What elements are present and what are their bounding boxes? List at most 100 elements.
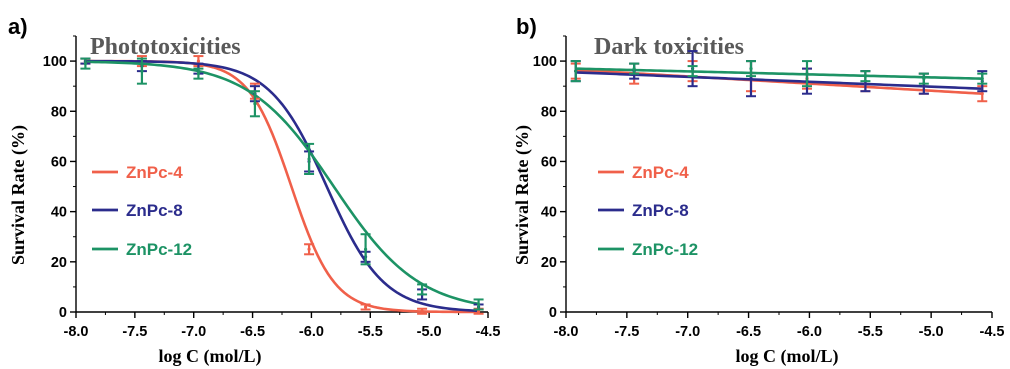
data-point — [805, 72, 809, 76]
data-point — [863, 74, 868, 78]
data-point — [196, 72, 201, 76]
fit-curve-znpc-12 — [575, 67, 983, 80]
error-bar-znpc-12 — [80, 57, 91, 70]
data-point — [980, 77, 984, 81]
y-tick-label: 80 — [541, 104, 557, 120]
error-bar-znpc-12 — [801, 60, 812, 88]
legend-item-znpc-8: ZnPc-8 — [598, 201, 689, 220]
legend-item-znpc-8: ZnPc-8 — [92, 201, 183, 220]
fit-curve-znpc-4 — [85, 59, 479, 314]
legend-item-znpc-4: ZnPc-4 — [598, 163, 689, 182]
error-bar-znpc-12 — [360, 233, 371, 266]
legend-label: ZnPc-4 — [126, 163, 183, 182]
error-bar-znpc-12 — [570, 60, 581, 83]
x-tick-label: -6.5 — [736, 324, 761, 340]
data-point — [690, 69, 695, 73]
legend-item-znpc-12: ZnPc-12 — [598, 240, 698, 259]
fit-curve-znpc-8 — [85, 59, 479, 313]
y-tick-label: 100 — [43, 54, 67, 70]
error-bar-znpc-12 — [977, 72, 988, 85]
y-tick-label: 20 — [541, 255, 557, 271]
y-tick-label: 80 — [51, 104, 67, 120]
error-bar-znpc-12 — [136, 57, 147, 85]
error-bar-znpc-12 — [193, 67, 204, 80]
y-tick-label: 40 — [541, 205, 557, 221]
data-point — [632, 67, 636, 71]
data-point — [307, 157, 311, 161]
error-bar-znpc-12 — [473, 298, 484, 311]
error-bar-znpc-4 — [360, 303, 371, 311]
fit-curve-znpc-8 — [575, 71, 983, 90]
x-tick-label: -7.5 — [122, 324, 147, 340]
data-point — [476, 302, 481, 307]
data-point — [420, 309, 424, 313]
fit-curve-znpc-12 — [85, 60, 479, 306]
data-point — [980, 92, 984, 96]
legend-label: ZnPc-12 — [632, 240, 698, 259]
x-tick-label: -5.5 — [358, 324, 383, 340]
error-bar-znpc-12 — [417, 283, 428, 296]
data-point — [420, 287, 424, 292]
legend-label: ZnPc-8 — [126, 201, 183, 220]
ticks-b: 0 20 40 60 80 100 -8.0 -7.5 -7.0 -6.5 -6.0 -5.5 -5.0… — [533, 35, 1005, 340]
x-tick-label: -7.0 — [675, 324, 700, 340]
error-bar-znpc-12 — [860, 70, 871, 83]
x-tick-label: -5.0 — [919, 324, 944, 340]
y-axis-title-b: Survival Rate (%) — [512, 125, 533, 265]
legend-item-znpc-12: ZnPc-12 — [92, 240, 192, 259]
legend-b: ZnPc-4 ZnPc-8 ZnPc-12 — [598, 163, 698, 259]
chart-title-a: Phototoxicities — [90, 34, 241, 60]
y-tick-label: 0 — [549, 305, 557, 321]
x-tick-label: -4.5 — [980, 324, 1005, 340]
error-bars-b — [570, 50, 988, 103]
legend-label: ZnPc-4 — [632, 163, 689, 182]
y-tick-label: 0 — [59, 305, 67, 321]
fit-curves-a — [85, 59, 479, 314]
data-point — [307, 247, 311, 251]
ticks-a: 0 20 40 60 80 100 -8.0 -7.5 -7.0 -6.5 -6.0 -5.5 -5.0… — [43, 35, 501, 340]
y-axis-title-a: Survival Rate (%) — [8, 125, 29, 265]
error-bars-a — [80, 55, 484, 315]
x-axis-title-b: log C (mol/L) — [736, 346, 839, 367]
y-tick-label: 40 — [51, 205, 67, 221]
chart-title-b: Dark toxicities — [594, 34, 744, 60]
x-tick-label: -5.5 — [858, 324, 883, 340]
x-axis-title-a: log C (mol/L) — [159, 346, 262, 367]
data-point — [83, 62, 88, 66]
error-bar-znpc-12 — [746, 60, 757, 78]
error-bar-znpc-12 — [687, 65, 698, 78]
error-bar-znpc-12 — [249, 90, 260, 118]
legend-label: ZnPc-8 — [632, 201, 689, 220]
error-bar-znpc-12 — [629, 62, 640, 75]
error-bar-znpc-12 — [918, 72, 929, 85]
data-point — [749, 77, 753, 81]
panel-label-a: a) — [8, 14, 28, 39]
error-bar-znpc-12 — [304, 142, 315, 175]
error-bar-znpc-4 — [304, 243, 315, 256]
x-tick-label: -6.0 — [797, 324, 822, 340]
x-tick-label: -8.0 — [554, 324, 579, 340]
x-tick-label: -8.0 — [64, 324, 89, 340]
legend-label: ZnPc-12 — [126, 240, 192, 259]
x-tick-label: -6.0 — [299, 324, 324, 340]
data-point — [749, 67, 753, 71]
data-point — [574, 69, 578, 73]
y-tick-label: 100 — [533, 54, 557, 70]
x-tick-label: -7.0 — [181, 324, 206, 340]
y-tick-label: 20 — [51, 255, 67, 271]
data-point — [363, 247, 368, 251]
legend-a: ZnPc-4 ZnPc-8 ZnPc-12 — [92, 163, 192, 259]
data-point — [140, 69, 144, 73]
fit-curves-b — [575, 67, 983, 96]
error-bar-znpc-4 — [417, 307, 428, 315]
panel-b: b) Dark toxicities log C (mol/L) Surviva… — [512, 14, 1005, 367]
x-tick-label: -7.5 — [614, 324, 639, 340]
x-tick-label: -6.5 — [240, 324, 265, 340]
y-tick-label: 60 — [541, 154, 557, 170]
data-point — [253, 102, 257, 106]
y-tick-label: 60 — [51, 154, 67, 170]
data-point — [922, 77, 926, 81]
data-point — [196, 59, 201, 63]
panel-label-b: b) — [516, 14, 537, 39]
